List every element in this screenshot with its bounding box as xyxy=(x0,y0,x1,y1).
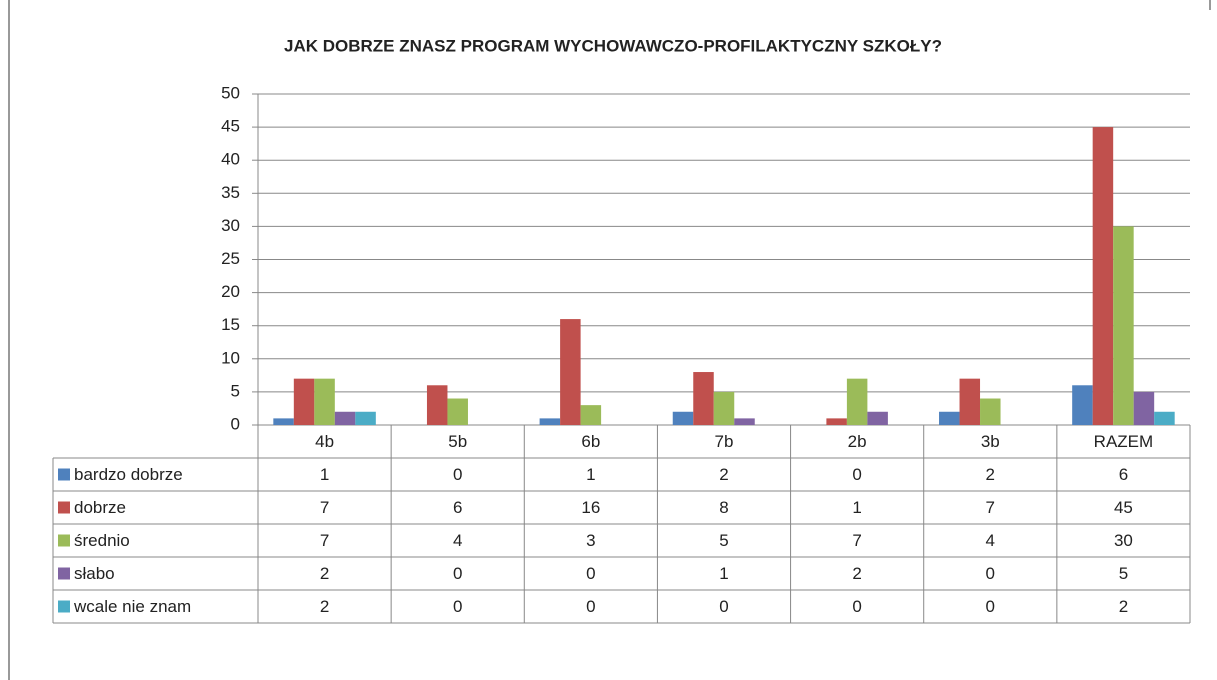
bar xyxy=(1092,127,1114,425)
bar xyxy=(939,411,960,425)
legend-label: wcale nie znam xyxy=(73,597,191,616)
y-tick-label: 50 xyxy=(221,83,240,102)
bar xyxy=(334,411,356,425)
legend-swatch xyxy=(58,600,70,613)
legend-label: słabo xyxy=(74,564,115,583)
bar xyxy=(846,378,868,425)
table-value: 3 xyxy=(586,531,595,550)
table-value: 7 xyxy=(320,498,329,517)
bar xyxy=(1113,226,1134,425)
table-value: 0 xyxy=(586,564,595,583)
y-tick-label: 0 xyxy=(231,414,240,433)
bar xyxy=(672,411,694,425)
x-tick-label: 2b xyxy=(848,432,867,451)
bar xyxy=(447,398,468,425)
legend-swatch xyxy=(58,567,70,580)
legend-label: bardzo dobrze xyxy=(74,465,183,484)
table-value: 0 xyxy=(986,597,995,616)
y-tick-label: 25 xyxy=(221,249,240,268)
bar xyxy=(293,378,315,425)
table-value: 0 xyxy=(852,597,861,616)
table-value: 30 xyxy=(1114,531,1133,550)
bar xyxy=(693,372,714,425)
table-value: 5 xyxy=(1119,564,1128,583)
bar xyxy=(959,378,981,425)
x-tick-label: 6b xyxy=(581,432,600,451)
table-value: 7 xyxy=(986,498,995,517)
bar xyxy=(426,385,448,425)
y-tick-label: 15 xyxy=(221,315,240,334)
bar xyxy=(560,319,581,425)
table-value: 45 xyxy=(1114,498,1133,517)
table-value: 2 xyxy=(852,564,861,583)
bar xyxy=(1154,411,1175,425)
table-value: 7 xyxy=(320,531,329,550)
bar xyxy=(826,418,847,425)
y-tick-label: 40 xyxy=(221,150,240,169)
legend-label: dobrze xyxy=(74,498,126,517)
x-tick-label: 5b xyxy=(448,432,467,451)
table-value: 1 xyxy=(586,465,595,484)
table-value: 0 xyxy=(453,597,462,616)
table-value: 1 xyxy=(852,498,861,517)
chart-title: JAK DOBRZE ZNASZ PROGRAM WYCHOWAWCZO-PRO… xyxy=(284,36,942,55)
y-tick-label: 5 xyxy=(231,381,240,400)
table-value: 6 xyxy=(1119,465,1128,484)
table-value: 0 xyxy=(852,465,861,484)
y-tick-label: 45 xyxy=(221,117,240,136)
table-value: 2 xyxy=(719,465,728,484)
bar xyxy=(314,378,335,425)
bar xyxy=(355,411,376,425)
table-value: 2 xyxy=(986,465,995,484)
table-value: 4 xyxy=(986,531,995,550)
table-value: 16 xyxy=(581,498,600,517)
table-value: 5 xyxy=(719,531,728,550)
table-value: 2 xyxy=(1119,597,1128,616)
table-value: 4 xyxy=(453,531,462,550)
table-value: 0 xyxy=(586,597,595,616)
table-value: 0 xyxy=(453,564,462,583)
table-value: 1 xyxy=(320,465,329,484)
legend-swatch xyxy=(58,501,70,514)
x-tick-label: 7b xyxy=(715,432,734,451)
x-tick-label: 3b xyxy=(981,432,1000,451)
bar xyxy=(980,398,1001,425)
y-tick-label: 10 xyxy=(221,348,240,367)
table-value: 2 xyxy=(320,564,329,583)
table-value: 2 xyxy=(320,597,329,616)
legend-swatch xyxy=(58,468,70,481)
table-value: 6 xyxy=(453,498,462,517)
y-tick-label: 35 xyxy=(221,183,240,202)
table-value: 0 xyxy=(719,597,728,616)
bar xyxy=(1072,385,1093,425)
bar xyxy=(539,418,561,425)
table-value: 1 xyxy=(719,564,728,583)
table-value: 0 xyxy=(986,564,995,583)
table-value: 7 xyxy=(852,531,861,550)
bar xyxy=(273,418,294,425)
table-value: 8 xyxy=(719,498,728,517)
legend-swatch xyxy=(58,534,70,547)
y-tick-label: 20 xyxy=(221,282,240,301)
bar xyxy=(713,391,735,425)
bar xyxy=(580,405,602,425)
x-tick-label: 4b xyxy=(315,432,334,451)
y-tick-label: 30 xyxy=(221,216,240,235)
bar xyxy=(867,411,888,425)
table-value: 0 xyxy=(453,465,462,484)
x-tick-label: RAZEM xyxy=(1094,432,1154,451)
bar xyxy=(1133,391,1155,425)
bar xyxy=(734,418,755,425)
legend-label: średnio xyxy=(74,531,130,550)
